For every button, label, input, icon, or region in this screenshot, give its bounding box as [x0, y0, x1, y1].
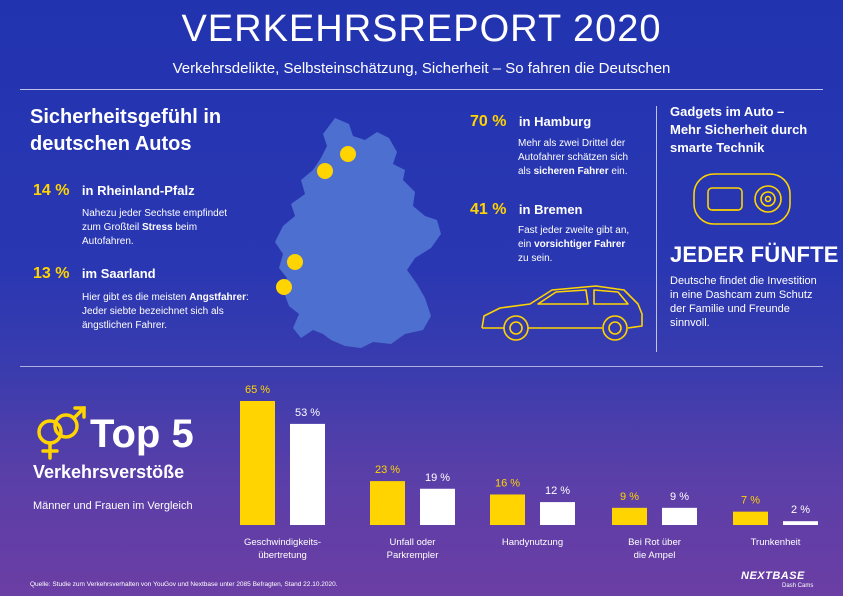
- bar-value-label: 2 %: [791, 504, 810, 516]
- map-dot-bremen: [317, 163, 333, 179]
- bar-women-4: [783, 521, 818, 525]
- category-label: Parkrempler: [387, 550, 439, 561]
- bar-women-2: [540, 502, 575, 525]
- stat-percentage: 13 %: [33, 265, 70, 282]
- bar-value-label: 12 %: [545, 485, 570, 497]
- safety-section-title: Sicherheitsgefühl in deutschen Autos: [30, 104, 221, 158]
- stat-hamburg: 70 % in Hamburg: [470, 113, 591, 131]
- stat-text-line: Fast jeder zweite gibt an,: [518, 225, 630, 236]
- gadgets-text-line: der Familie und Freunde: [670, 303, 790, 315]
- bar-value-label: 65 %: [245, 384, 270, 396]
- divider-vertical: [656, 106, 657, 352]
- stat-percentage: 41 %: [470, 201, 507, 218]
- bar-men-3: [612, 507, 647, 525]
- stat-text-line: zu sein.: [518, 253, 553, 264]
- stat-text-line: zum Großteil Stress beim: [82, 222, 198, 233]
- bar-value-label: 23 %: [375, 464, 400, 476]
- stat-text-line: Hier gibt es die meisten Angstfahrer:: [82, 292, 249, 303]
- gadgets-text: Deutsche findet die Investition in eine …: [670, 274, 830, 330]
- bar-value-label: 19 %: [425, 472, 450, 484]
- stat-text-rheinland-pfalz: Nahezu jeder Sechste empfindet zum Großt…: [82, 207, 227, 249]
- germany-map-shape: [275, 118, 441, 348]
- stat-text-bremen: Fast jeder zweite gibt an, ein vorsichti…: [518, 224, 629, 266]
- bar-value-label: 53 %: [295, 407, 320, 419]
- category-label: übertretung: [258, 550, 307, 561]
- category-label: Handynutzung: [502, 537, 563, 548]
- bar-men-2: [490, 494, 525, 525]
- bar-value-label: 9 %: [620, 491, 639, 503]
- stat-percentage: 70 %: [470, 113, 507, 130]
- stat-text-line: Autofahren.: [82, 236, 134, 247]
- map-dot-hamburg: [340, 146, 356, 162]
- category-label: Bei Rot über: [628, 537, 681, 548]
- top5-caption: Männer und Frauen im Vergleich: [33, 500, 193, 512]
- stat-region: in Rheinland-Pfalz: [81, 183, 195, 198]
- safety-title-line-2: deutschen Autos: [30, 133, 192, 155]
- gadgets-title-line-2: Mehr Sicherheit durch: [670, 122, 808, 137]
- map-dot-saarland: [276, 279, 292, 295]
- divider-middle: [20, 366, 823, 367]
- bar-women-0: [290, 423, 325, 525]
- bar-women-3: [662, 507, 697, 525]
- gadgets-text-line: sinnvoll.: [670, 317, 710, 329]
- category-label: Unfall oder: [390, 537, 436, 548]
- top5-subtitle: Verkehrsverstöße: [33, 462, 185, 482]
- germany-map: [275, 118, 441, 348]
- gadgets-title-line-1: Gadgets im Auto –: [670, 104, 785, 119]
- brand-logo: NEXTBASE: [741, 570, 805, 582]
- stat-region: in Bremen: [518, 202, 583, 217]
- stat-text-line: Jeder siebte bezeichnet sich als: [82, 306, 224, 317]
- stat-region: im Saarland: [81, 266, 156, 281]
- stat-rheinland-pfalz: 14 % in Rheinland-Pfalz: [33, 182, 195, 200]
- top5-title: Top 5: [90, 412, 194, 456]
- brand-tagline: Dash Cams: [782, 583, 814, 589]
- stat-text-hamburg: Mehr als zwei Drittel der Autofahrer sch…: [518, 137, 628, 179]
- stat-bremen: 41 % in Bremen: [470, 201, 583, 219]
- bar-men-4: [733, 511, 768, 525]
- bar-women-1: [420, 488, 455, 525]
- bar-men-1: [370, 481, 405, 525]
- category-label: Trunkenheit: [751, 537, 801, 548]
- stat-text-line: Mehr als zwei Drittel der: [518, 138, 626, 149]
- stat-text-line: Autofahrer schätzen sich: [518, 152, 629, 163]
- dashcam-icon: [693, 173, 791, 225]
- bar-men-0: [240, 401, 275, 525]
- page-subtitle: Verkehrsdelikte, Selbsteinschätzung, Sic…: [172, 60, 671, 77]
- map-dot-rheinland-pfalz: [287, 254, 303, 270]
- stat-text-line: Nahezu jeder Sechste empfindet: [82, 208, 228, 219]
- stat-text-line: als sicheren Fahrer ein.: [518, 166, 628, 177]
- source-note: Quelle: Studie zum Verkehrsverhalten von…: [30, 581, 338, 588]
- bar-value-label: 7 %: [741, 495, 760, 507]
- bar-value-label: 16 %: [495, 477, 520, 489]
- safety-title-line-1: Sicherheitsgefühl in: [30, 106, 222, 128]
- category-label: die Ampel: [634, 550, 676, 561]
- gender-symbols-icon: [37, 406, 86, 460]
- gadgets-title: Gadgets im Auto – Mehr Sicherheit durch …: [670, 103, 807, 157]
- car-icon: [481, 285, 643, 341]
- gadgets-headline: JEDER FÜNFTE: [670, 242, 839, 267]
- stat-text-saarland: Hier gibt es die meisten Angstfahrer: Je…: [82, 291, 249, 333]
- bar-value-label: 9 %: [670, 491, 689, 503]
- category-label: Geschwindigkeits-: [244, 537, 321, 548]
- divider-top: [20, 89, 823, 90]
- gadgets-text-line: Deutsche findet die Investition: [670, 275, 817, 287]
- stat-text-line: ein vorsichtiger Fahrer: [518, 239, 626, 250]
- gadgets-text-line: in eine Dashcam zum Schutz: [670, 289, 813, 301]
- stat-text-line: ängstlichen Fahrer.: [82, 320, 168, 331]
- stat-percentage: 14 %: [33, 182, 70, 199]
- stat-region: in Hamburg: [518, 114, 592, 129]
- gadgets-title-line-3: smarte Technik: [670, 140, 765, 155]
- stat-saarland: 13 % im Saarland: [33, 265, 156, 283]
- page-title: VERKEHRSREPORT 2020: [181, 8, 662, 50]
